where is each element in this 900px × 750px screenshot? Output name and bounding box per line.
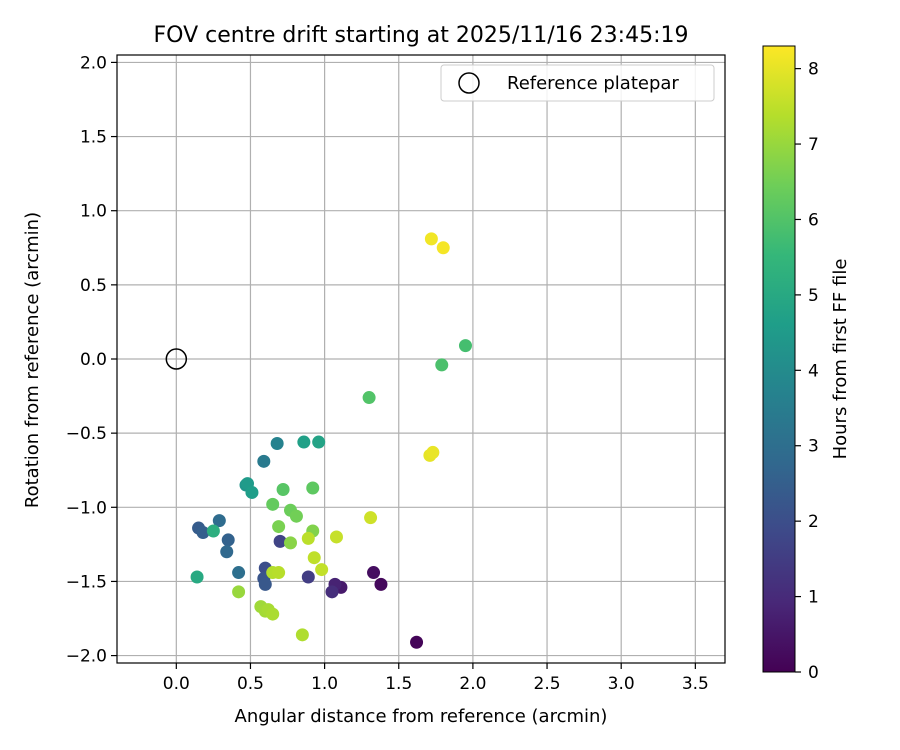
colorbar [762,45,796,673]
data-point [364,511,378,525]
y-tick-label: −0.5 [66,424,107,444]
data-point [266,607,280,621]
y-tick-label: 1.5 [80,128,107,148]
y-tick-label: 0.5 [80,276,107,296]
data-point [312,435,326,449]
x-tick-label: 1.5 [385,674,412,694]
x-axis-label: Angular distance from reference (arcmin) [235,706,608,727]
legend: Reference platepar [440,64,715,102]
legend-label: Reference platepar [507,73,679,94]
y-tick-label: −1.5 [66,572,107,592]
data-point [295,628,309,642]
data-point [435,358,449,372]
data-point [374,577,388,591]
x-axis-ticks: 0.0 0.5 1.0 1.5 2.0 2.5 3.0 3.5 [163,663,709,694]
data-point [307,551,321,565]
data-point [426,445,440,459]
legend-open-circle-icon [458,72,480,94]
data-point [220,545,234,559]
colorbar-tick-label: 5 [808,286,819,306]
data-point [301,531,315,545]
y-tick-label: −2.0 [66,647,107,667]
data-point [284,536,298,550]
x-tick-label: 0.0 [163,674,190,694]
data-point [232,566,246,580]
legend-box [440,64,715,102]
data-point [362,391,376,405]
data-point [190,570,204,584]
data-point [329,530,343,544]
data-point [273,534,287,548]
y-axis-label: Rotation from reference (arcmin) [22,212,43,508]
colorbar-tick-label: 7 [808,135,819,155]
colorbar-label: Hours from first FF file [830,259,851,460]
y-tick-label: −1.0 [66,498,107,518]
data-point [196,526,210,540]
data-point [206,524,220,538]
data-point [257,454,271,468]
y-tick-label: 0.0 [80,350,107,370]
scatter-points [190,232,472,649]
x-tick-label: 2.0 [459,674,486,694]
x-tick-label: 1.0 [311,674,338,694]
colorbar-tick-label: 2 [808,512,819,532]
colorbar-tick-label: 4 [808,361,819,381]
data-point [325,585,339,599]
data-point [272,566,286,580]
x-tick-label: 3.5 [682,674,709,694]
colorbar-tick-label: 6 [808,210,819,230]
data-point [212,514,226,528]
data-point [272,520,286,534]
x-tick-label: 0.5 [237,674,264,694]
colorbar-tick-label: 0 [808,663,819,683]
data-point [424,232,438,246]
data-point [315,563,329,577]
data-point [458,339,472,353]
data-point [258,577,272,591]
data-point [245,485,259,499]
data-point [306,481,320,495]
data-point [266,497,280,511]
data-point [270,437,284,451]
y-tick-label: 1.0 [80,202,107,222]
colorbar-ticks: 0 1 2 3 4 5 6 7 8 [795,60,819,683]
data-point [232,585,246,599]
x-tick-label: 2.5 [534,674,561,694]
data-point [410,635,424,649]
colorbar-tick-label: 8 [808,60,819,80]
data-point [367,566,381,580]
y-axis-ticks: 2.0 1.5 1.0 0.5 0.0 −0.5 −1.0 −1.5 −2.0 [66,53,117,667]
data-point [289,509,303,523]
x-tick-label: 3.0 [608,674,635,694]
data-point [221,533,235,547]
data-point [301,570,315,584]
colorbar-tick-label: 3 [808,437,819,457]
chart-title: FOV centre drift starting at 2025/11/16 … [154,23,689,48]
grid-lines [117,55,725,663]
data-point [436,241,450,255]
data-point [276,482,290,496]
y-tick-label: 2.0 [80,53,107,73]
reference-platepar-marker [165,348,188,370]
colorbar-tick-label: 1 [808,588,819,608]
data-point [297,435,311,449]
